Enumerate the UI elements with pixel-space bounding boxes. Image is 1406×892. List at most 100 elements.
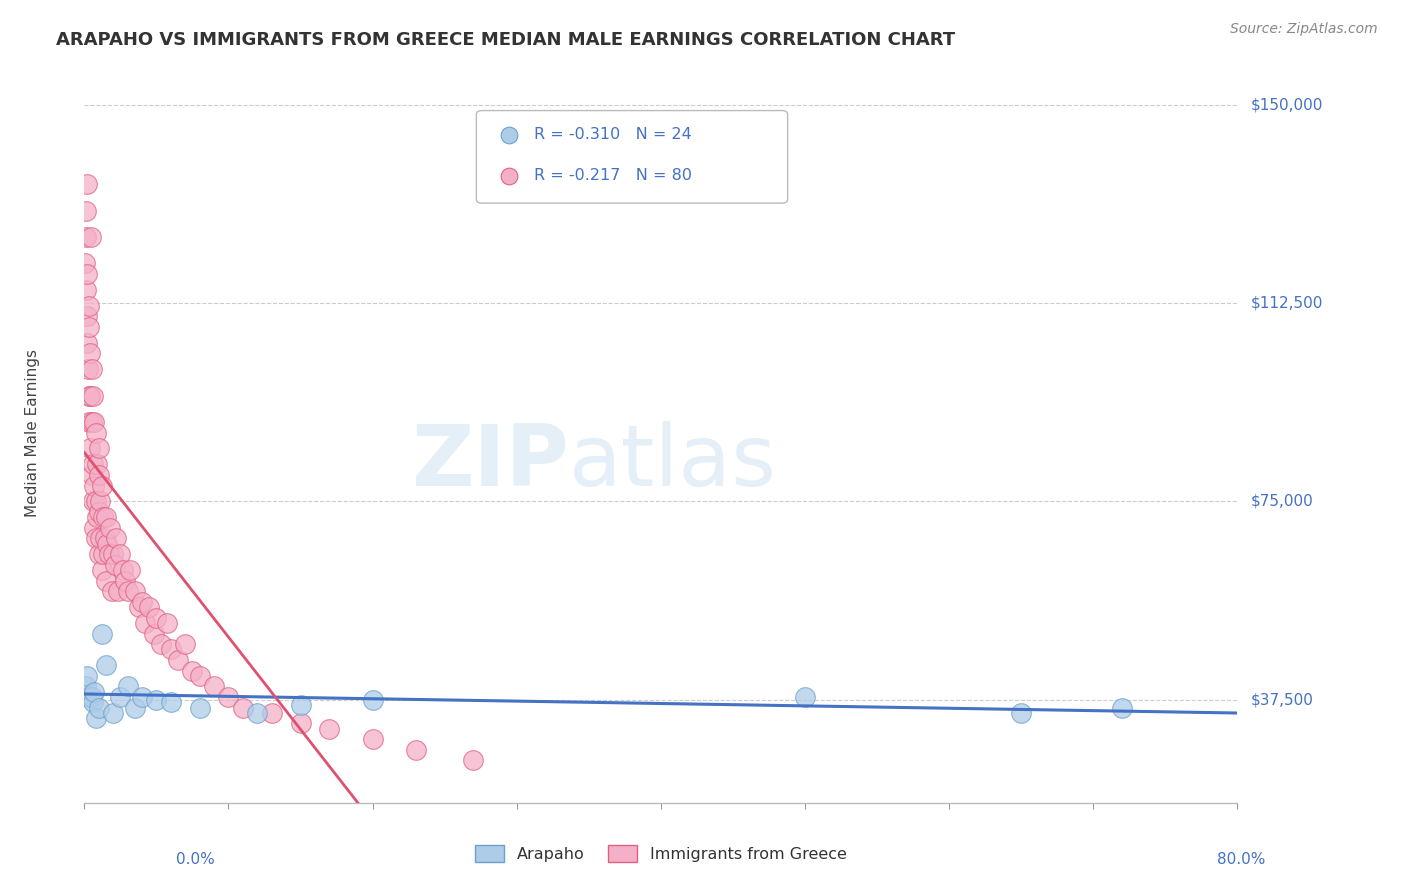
Point: [124, 584, 146, 599]
Point: [77, 389, 100, 403]
Point: [75, 230, 97, 244]
Point: [155, 615, 177, 630]
Point: [361, 732, 384, 747]
Point: [87, 505, 110, 519]
Legend: Arapaho, Immigrants from Greece: Arapaho, Immigrants from Greece: [468, 838, 853, 869]
Text: $75,000: $75,000: [1251, 494, 1313, 508]
Point: [110, 547, 132, 561]
Text: 0.0%: 0.0%: [176, 852, 215, 867]
Point: [145, 610, 167, 624]
Point: [87, 547, 110, 561]
Point: [79, 442, 101, 456]
Point: [77, 362, 100, 376]
Point: [75, 256, 97, 270]
Point: [84, 494, 107, 508]
Point: [82, 389, 104, 403]
Point: [79, 346, 101, 360]
Point: [104, 558, 127, 572]
Point: [188, 700, 211, 714]
Point: [89, 494, 111, 508]
Point: [75, 203, 97, 218]
Point: [1010, 706, 1032, 720]
Point: [80, 467, 103, 482]
Point: [90, 626, 112, 640]
Point: [218, 690, 240, 704]
Point: [160, 695, 183, 709]
Point: [80, 415, 103, 429]
Point: [117, 584, 139, 599]
Text: $112,500: $112,500: [1251, 295, 1323, 310]
Point: [91, 510, 114, 524]
Point: [90, 563, 112, 577]
Point: [77, 299, 100, 313]
Point: [103, 547, 124, 561]
Point: [97, 547, 120, 561]
Point: [86, 510, 108, 524]
Point: [77, 319, 100, 334]
Point: [76, 267, 98, 281]
Point: [318, 722, 340, 736]
Point: [181, 664, 204, 678]
Point: [290, 698, 312, 712]
Text: Source: ZipAtlas.com: Source: ZipAtlas.com: [1230, 22, 1378, 37]
Point: [290, 716, 312, 731]
Point: [86, 458, 108, 472]
Point: [120, 563, 142, 577]
Point: [80, 690, 103, 704]
Point: [142, 626, 165, 640]
Point: [107, 584, 129, 599]
Point: [134, 615, 156, 630]
Point: [105, 532, 128, 546]
Point: [174, 637, 197, 651]
Point: [83, 415, 105, 429]
Point: [80, 230, 103, 244]
Point: [117, 680, 139, 694]
Text: ZIP: ZIP: [411, 421, 568, 504]
Point: [89, 532, 111, 546]
Point: [90, 478, 112, 492]
Text: $150,000: $150,000: [1251, 97, 1323, 112]
Point: [246, 706, 269, 720]
Point: [361, 692, 384, 706]
Point: [94, 510, 117, 524]
Point: [82, 458, 104, 472]
Text: R = -0.310   N = 24: R = -0.310 N = 24: [534, 128, 692, 143]
Point: [112, 563, 135, 577]
Point: [79, 389, 101, 403]
Point: [149, 637, 172, 651]
Point: [87, 442, 110, 456]
Point: [405, 743, 427, 757]
Point: [83, 521, 105, 535]
Point: [100, 584, 122, 599]
Point: [76, 335, 98, 350]
Point: [93, 532, 115, 546]
Point: [98, 521, 121, 535]
Text: atlas: atlas: [568, 421, 776, 504]
Point: [82, 695, 104, 709]
Point: [202, 680, 225, 694]
Text: R = -0.217   N = 80: R = -0.217 N = 80: [534, 169, 692, 183]
Point: [96, 536, 118, 550]
Text: 80.0%: 80.0%: [1218, 852, 1265, 867]
Point: [145, 692, 167, 706]
Point: [83, 478, 105, 492]
Point: [87, 467, 110, 482]
Point: [124, 700, 146, 714]
Point: [103, 706, 124, 720]
Point: [94, 658, 117, 673]
Point: [110, 690, 132, 704]
Point: [79, 415, 101, 429]
Point: [94, 574, 117, 588]
Point: [84, 711, 107, 725]
Point: [82, 494, 104, 508]
Point: [167, 653, 190, 667]
Point: [794, 690, 817, 704]
Text: $37,500: $37,500: [1251, 692, 1315, 707]
Point: [131, 690, 153, 704]
Text: ARAPAHO VS IMMIGRANTS FROM GREECE MEDIAN MALE EARNINGS CORRELATION CHART: ARAPAHO VS IMMIGRANTS FROM GREECE MEDIAN…: [56, 31, 955, 49]
Point: [160, 642, 183, 657]
Point: [76, 669, 98, 683]
Point: [76, 310, 98, 324]
Text: Median Male Earnings: Median Male Earnings: [25, 349, 39, 516]
Point: [188, 669, 211, 683]
